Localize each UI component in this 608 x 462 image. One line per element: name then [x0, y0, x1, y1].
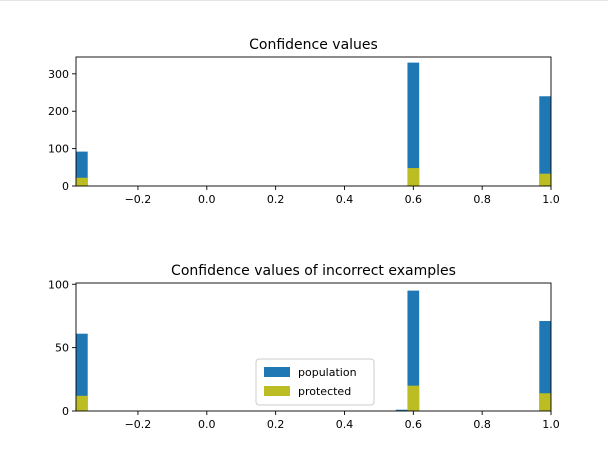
bar-protected — [407, 385, 420, 411]
chart-title: Confidence values of incorrect examples — [171, 263, 456, 279]
bar-population — [76, 151, 88, 186]
chart-title: Confidence values — [249, 37, 378, 53]
legend-swatch-population — [264, 367, 290, 377]
x-tick-label: 0.2 — [267, 193, 285, 206]
axes-frame — [75, 282, 552, 412]
legend-label-population: population — [298, 366, 357, 379]
bar-population — [395, 409, 408, 411]
x-tick-label: 0.8 — [473, 418, 491, 431]
y-tick-label: 0 — [62, 180, 69, 193]
bar-population — [407, 290, 420, 411]
bar-protected — [76, 395, 88, 411]
bar-protected — [539, 393, 551, 411]
y-tick-label: 100 — [48, 278, 69, 291]
x-tick-label: 1.0 — [542, 193, 560, 206]
y-tick-label: 50 — [55, 342, 69, 355]
y-tick-label: 300 — [48, 68, 69, 81]
x-tick-label: 0.6 — [405, 418, 423, 431]
bar-protected — [76, 177, 88, 186]
x-tick-label: 0.8 — [473, 193, 491, 206]
bar-protected — [407, 168, 420, 186]
legend-label-protected: protected — [298, 385, 351, 398]
bar-population — [539, 96, 551, 186]
x-tick-label: −0.2 — [125, 418, 152, 431]
x-tick-label: 1.0 — [542, 418, 560, 431]
x-tick-label: 0.4 — [336, 418, 354, 431]
x-tick-label: 0.2 — [267, 418, 285, 431]
y-tick-label: 0 — [62, 405, 69, 418]
bar-population — [407, 62, 420, 186]
y-tick-label: 200 — [48, 105, 69, 118]
x-tick-label: 0.6 — [405, 193, 423, 206]
x-tick-label: 0.0 — [198, 193, 216, 206]
x-tick-label: 0.4 — [336, 193, 354, 206]
bar-population — [539, 321, 551, 411]
axes-frame — [75, 56, 552, 187]
x-tick-label: 0.0 — [198, 418, 216, 431]
y-tick-label: 100 — [48, 143, 69, 156]
bar-protected — [539, 173, 551, 186]
bar-population — [76, 333, 88, 411]
x-tick-label: −0.2 — [125, 193, 152, 206]
legend-swatch-protected — [264, 386, 290, 396]
